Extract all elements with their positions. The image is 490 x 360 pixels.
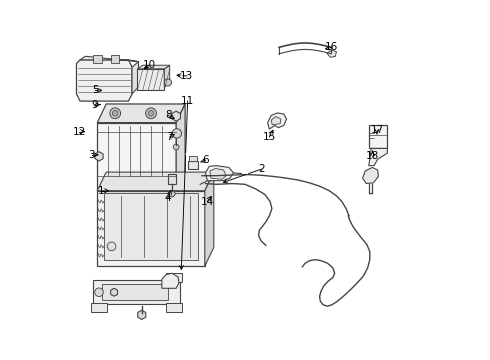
Polygon shape <box>164 65 170 87</box>
Bar <box>101 284 168 300</box>
Text: 16: 16 <box>325 42 339 52</box>
Text: 5: 5 <box>92 85 98 95</box>
Bar <box>97 123 176 191</box>
Bar <box>97 191 205 266</box>
Polygon shape <box>368 148 388 166</box>
Bar <box>189 156 197 161</box>
Text: 8: 8 <box>165 111 172 121</box>
Polygon shape <box>363 167 378 184</box>
Text: 4: 4 <box>165 193 171 203</box>
Text: 15: 15 <box>263 132 276 142</box>
Bar <box>368 125 388 148</box>
Polygon shape <box>97 104 185 123</box>
Circle shape <box>164 79 171 86</box>
Polygon shape <box>162 273 179 288</box>
Circle shape <box>95 288 103 297</box>
Circle shape <box>110 108 121 119</box>
Circle shape <box>169 190 175 197</box>
Text: 18: 18 <box>366 150 379 161</box>
Polygon shape <box>205 166 234 181</box>
Bar <box>91 303 107 312</box>
Text: 10: 10 <box>142 60 155 70</box>
Circle shape <box>146 108 156 119</box>
Bar <box>93 55 101 63</box>
Bar <box>104 193 198 260</box>
Bar <box>168 174 176 184</box>
Text: 11: 11 <box>181 96 194 106</box>
Polygon shape <box>97 172 214 191</box>
Polygon shape <box>210 168 226 179</box>
Polygon shape <box>76 60 132 101</box>
Polygon shape <box>205 172 214 266</box>
Bar <box>166 303 182 312</box>
Polygon shape <box>271 117 281 125</box>
Bar <box>93 280 180 304</box>
Polygon shape <box>176 104 185 191</box>
Circle shape <box>112 111 118 116</box>
Text: 13: 13 <box>180 71 194 81</box>
Circle shape <box>111 289 118 296</box>
Circle shape <box>173 144 179 150</box>
Polygon shape <box>327 50 337 57</box>
Bar <box>137 69 164 90</box>
Polygon shape <box>268 113 287 129</box>
Text: 3: 3 <box>88 150 95 160</box>
Polygon shape <box>132 62 139 94</box>
Bar <box>166 273 182 282</box>
Bar <box>101 190 172 196</box>
Circle shape <box>107 242 116 251</box>
Text: 7: 7 <box>167 132 173 142</box>
Circle shape <box>172 129 181 138</box>
Bar <box>188 161 198 169</box>
Text: 2: 2 <box>258 164 265 174</box>
Text: 12: 12 <box>73 127 86 136</box>
Text: 6: 6 <box>202 155 209 165</box>
Circle shape <box>148 111 154 116</box>
Polygon shape <box>137 65 170 69</box>
Text: 9: 9 <box>91 100 98 110</box>
Bar <box>111 55 120 63</box>
Polygon shape <box>80 56 139 62</box>
Text: 1: 1 <box>98 186 105 196</box>
Text: 14: 14 <box>201 197 214 207</box>
Text: 17: 17 <box>370 125 384 135</box>
